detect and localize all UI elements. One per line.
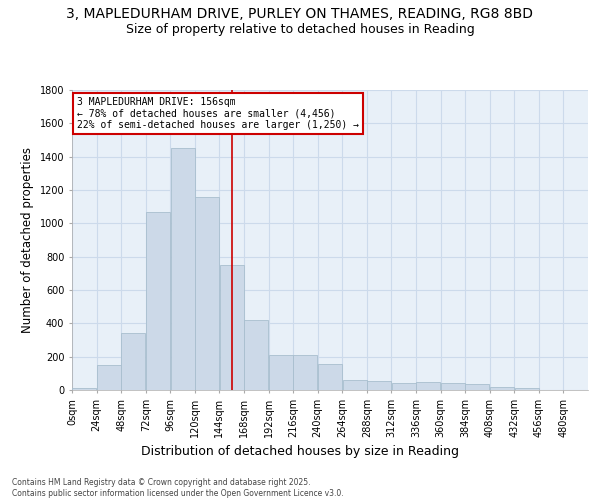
- Bar: [392, 382, 416, 390]
- Bar: [244, 320, 268, 390]
- Bar: [441, 382, 465, 390]
- Y-axis label: Number of detached properties: Number of detached properties: [21, 147, 34, 333]
- Bar: [318, 364, 342, 390]
- Text: 3, MAPLEDURHAM DRIVE, PURLEY ON THAMES, READING, RG8 8BD: 3, MAPLEDURHAM DRIVE, PURLEY ON THAMES, …: [67, 8, 533, 22]
- Text: 3 MAPLEDURHAM DRIVE: 156sqm
← 78% of detached houses are smaller (4,456)
22% of : 3 MAPLEDURHAM DRIVE: 156sqm ← 78% of det…: [77, 96, 359, 130]
- Bar: [170, 148, 194, 390]
- Text: Distribution of detached houses by size in Reading: Distribution of detached houses by size …: [141, 444, 459, 458]
- Bar: [97, 365, 121, 390]
- Bar: [121, 334, 145, 390]
- Bar: [515, 388, 539, 390]
- Text: Contains HM Land Registry data © Crown copyright and database right 2025.
Contai: Contains HM Land Registry data © Crown c…: [12, 478, 344, 498]
- Bar: [343, 380, 367, 390]
- Text: Size of property relative to detached houses in Reading: Size of property relative to detached ho…: [125, 22, 475, 36]
- Bar: [416, 382, 440, 390]
- Bar: [195, 196, 219, 390]
- Bar: [220, 265, 244, 390]
- Bar: [367, 381, 391, 390]
- Bar: [146, 212, 170, 390]
- Bar: [72, 388, 97, 390]
- Bar: [269, 355, 293, 390]
- Bar: [293, 355, 317, 390]
- Bar: [490, 386, 514, 390]
- Bar: [466, 384, 490, 390]
